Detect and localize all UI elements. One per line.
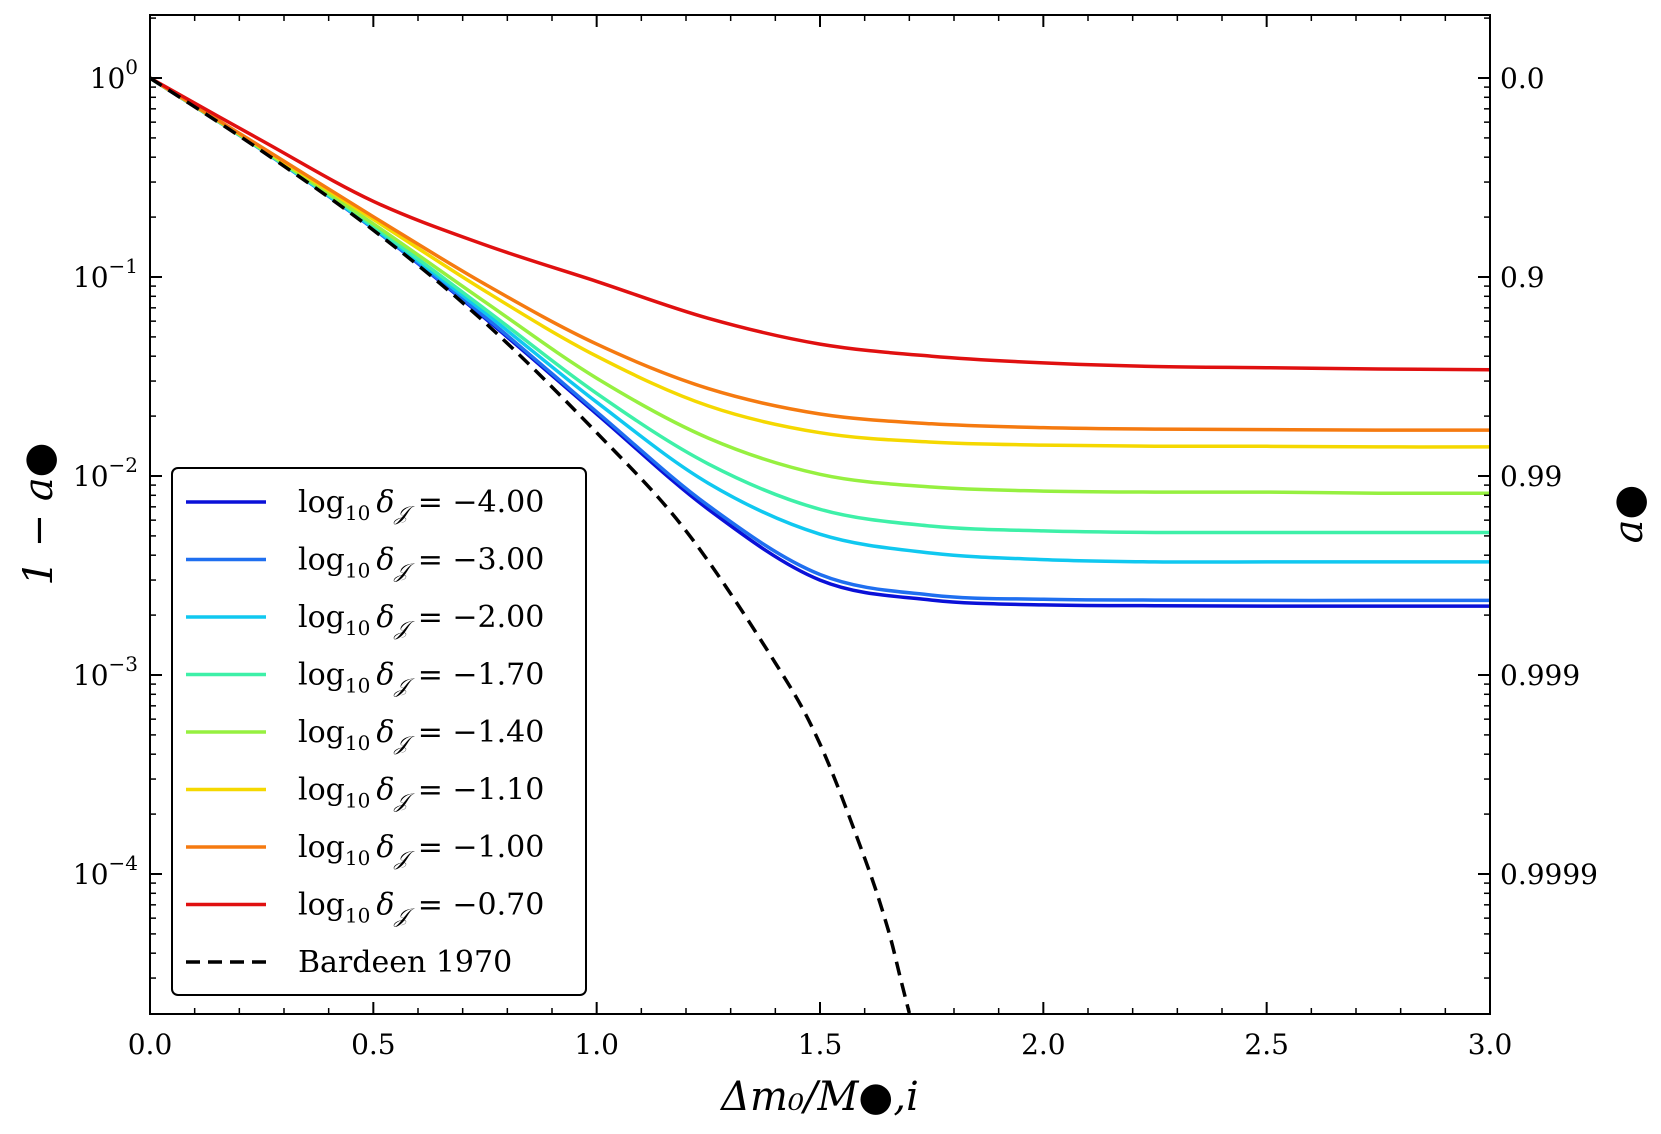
legend-entry-reference: Bardeen 1970 [298, 945, 512, 980]
plot-area [150, 76, 1490, 1014]
y2-axis-label: a● [1606, 485, 1652, 544]
y-tick-label: 10−1 [73, 254, 138, 294]
x-tick-label: 3.0 [1468, 1028, 1513, 1061]
series-line-3 [150, 76, 1490, 535]
y2-tick-label: 0.999 [1500, 659, 1580, 692]
y2-tick-label: 0.0 [1500, 62, 1545, 95]
y-tick-label: 10−4 [73, 851, 138, 891]
y2-tick-label: 0.9999 [1500, 858, 1598, 891]
legend-entry: log10 δ𝒥 = −1.10 [298, 773, 544, 813]
y-axis-label: 1 − a● [16, 442, 62, 585]
x-tick-label: 0.0 [128, 1028, 173, 1061]
y-tick-label: 10−2 [73, 453, 138, 493]
axis-ticks: 0.0 0.5 1.0 1.5 2.0 2.5 3.0 100 0.0 10−1 0.9 10−2 0.… [73, 15, 1598, 1061]
x-tick-label: 2.5 [1244, 1028, 1289, 1061]
y2-tick-label: 0.99 [1500, 460, 1562, 493]
legend-entry: log10 δ𝒥 = −2.00 [298, 600, 544, 640]
legend-box [171, 467, 587, 996]
series-line-4 [150, 76, 1490, 495]
legend-entry: log10 δ𝒥 = −1.70 [298, 658, 544, 698]
series-line-5 [150, 76, 1490, 449]
y-tick-label: 100 [90, 55, 138, 95]
y2-tick-label: 0.9 [1500, 261, 1545, 294]
legend-entry: log10 δ𝒥 = −0.70 [298, 888, 544, 928]
x-axis-label: Δm₀/M●,i [719, 1074, 919, 1120]
series-line-6 [150, 76, 1490, 432]
legend-entry: log10 δ𝒥 = −1.00 [298, 830, 544, 870]
legend-entry: log10 δ𝒥 = −1.40 [298, 715, 544, 755]
reference-line [150, 76, 911, 1014]
x-tick-label: 2.0 [1021, 1028, 1066, 1061]
x-tick-label: 1.0 [574, 1028, 619, 1061]
legend-entry: log10 δ𝒥 = −4.00 [298, 485, 544, 525]
legend-entry: log10 δ𝒥 = −3.00 [298, 543, 544, 583]
x-tick-label: 1.5 [798, 1028, 843, 1061]
x-tick-label: 0.5 [351, 1028, 396, 1061]
y-tick-label: 10−3 [73, 652, 138, 692]
series-line-7 [150, 76, 1490, 372]
legend: log10 δ𝒥 = −4.00 log10 δ𝒥 = −3.00 log10 δ𝒥 = … [171, 467, 587, 996]
